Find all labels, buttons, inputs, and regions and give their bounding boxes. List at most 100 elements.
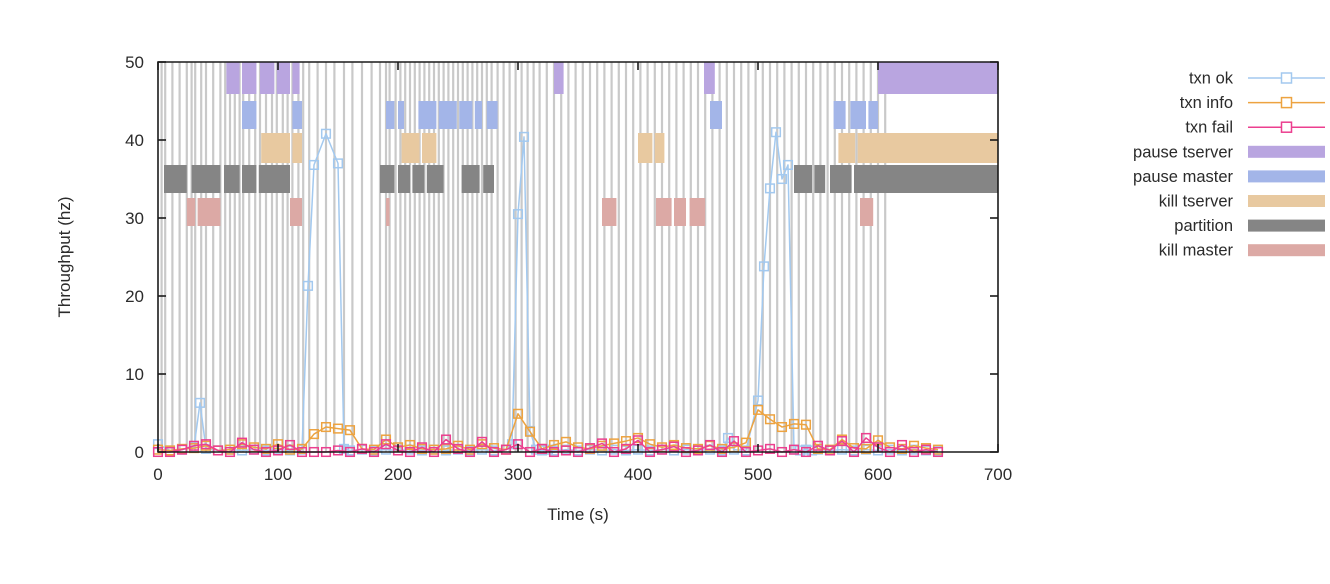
x-tick-label: 600	[864, 465, 892, 484]
series-marker	[620, 443, 632, 454]
event-band-segment	[226, 62, 240, 94]
legend-item-pause-tserver[interactable]: pause tserver	[1133, 143, 1325, 161]
event-band-segment	[461, 165, 480, 193]
series-marker	[728, 436, 740, 447]
event-band-segment	[483, 165, 494, 193]
series-marker	[332, 445, 344, 456]
event-band-segment	[380, 165, 395, 193]
series-marker	[782, 159, 794, 171]
series-marker	[908, 440, 920, 451]
series-marker	[620, 436, 632, 447]
y-tick-label: 30	[125, 209, 144, 228]
event-band-segment	[292, 62, 300, 94]
x-tick-label: 400	[624, 465, 652, 484]
series-marker	[440, 434, 452, 445]
event-band-segment	[276, 62, 290, 94]
x-tick-label: 300	[504, 465, 532, 484]
series-marker	[500, 444, 512, 455]
series-marker	[776, 173, 788, 185]
series-marker	[920, 444, 932, 455]
event-band-segment	[422, 133, 437, 163]
y-tick-label: 50	[125, 53, 144, 72]
series-marker	[722, 432, 734, 444]
legend-item-txn-fail[interactable]: txn fail	[1185, 119, 1325, 137]
event-band-segment	[412, 165, 425, 193]
event-band-segment	[689, 198, 706, 226]
legend-marker	[1280, 96, 1293, 109]
series-marker	[752, 404, 764, 415]
legend-swatch	[1248, 219, 1325, 232]
series-marker	[764, 183, 776, 194]
legend-label: pause tserver	[1133, 143, 1233, 161]
series-marker	[356, 443, 368, 454]
series-marker	[518, 131, 530, 142]
legend-item-kill-master[interactable]: kill master	[1159, 242, 1325, 260]
event-band-segment	[398, 101, 404, 129]
series-marker	[644, 439, 656, 450]
series-marker	[236, 445, 248, 456]
event-band-segment	[638, 133, 653, 163]
y-tick-label: 20	[125, 287, 144, 306]
series-marker	[524, 426, 536, 437]
legend-label: kill tserver	[1159, 193, 1234, 211]
series-marker	[284, 439, 296, 451]
event-band-segment	[164, 165, 187, 193]
series-marker	[764, 414, 776, 425]
event-band-segment	[398, 165, 410, 193]
legend-label: txn info	[1180, 94, 1233, 112]
event-band-segment	[878, 62, 998, 94]
event-band-segment	[290, 198, 302, 226]
event-band-segment	[386, 198, 390, 226]
legend-item-txn-ok[interactable]: txn ok	[1189, 70, 1325, 88]
event-band-segment	[794, 165, 812, 193]
event-band-segment	[674, 198, 686, 226]
event-band-segment	[704, 62, 715, 94]
series-marker	[860, 432, 872, 444]
event-band-segment	[418, 101, 437, 129]
legend-item-partition[interactable]: partition	[1174, 217, 1325, 235]
event-band-segment	[857, 133, 998, 163]
event-gridlines	[160, 62, 887, 452]
legend-item-txn-info[interactable]: txn info	[1180, 94, 1325, 112]
series-marker	[344, 425, 356, 436]
x-axis-tick-labels: 0 100 200 300 400 500 600 700	[153, 465, 1012, 484]
legend-label: kill master	[1159, 242, 1234, 260]
series-marker	[404, 439, 416, 451]
y-axis-tick-labels: 0 10 20 30 40 50	[125, 53, 144, 462]
y-tick-label: 10	[125, 365, 144, 384]
event-band-segment	[258, 165, 290, 193]
series-marker	[452, 443, 464, 454]
event-band-segment	[860, 198, 874, 226]
legend-swatch	[1248, 170, 1325, 183]
event-band-segment	[838, 133, 856, 163]
series-marker	[560, 445, 572, 456]
event-band-pause-master	[242, 101, 878, 129]
x-tick-label: 0	[153, 465, 162, 484]
event-band-partition	[164, 165, 998, 193]
series-marker	[536, 443, 548, 454]
series-marker	[764, 443, 776, 454]
series-marker	[824, 445, 836, 456]
event-band-segment	[386, 101, 395, 129]
series-marker	[776, 421, 788, 433]
series-marker	[302, 280, 314, 291]
event-band-segment	[197, 198, 221, 226]
x-axis-title: Time (s)	[547, 505, 609, 524]
legend-label: pause master	[1133, 168, 1233, 186]
series-marker	[758, 261, 770, 272]
series-marker	[548, 439, 560, 451]
event-band-segment	[242, 165, 257, 193]
series-marker	[860, 443, 872, 454]
series-marker	[248, 444, 260, 455]
legend-item-kill-tserver[interactable]: kill tserver	[1159, 193, 1325, 211]
x-tick-label: 500	[744, 465, 772, 484]
event-band-segment	[833, 101, 846, 129]
y-tick-label: 0	[135, 443, 144, 462]
chart-legend: txn ok txn info txn fail pause tserver pause…	[1133, 70, 1325, 260]
event-band-pause-tserver	[226, 62, 998, 94]
event-band-segment	[602, 198, 617, 226]
event-band-segment	[486, 101, 498, 129]
legend-item-pause-master[interactable]: pause master	[1133, 168, 1325, 186]
series-marker	[512, 209, 524, 220]
